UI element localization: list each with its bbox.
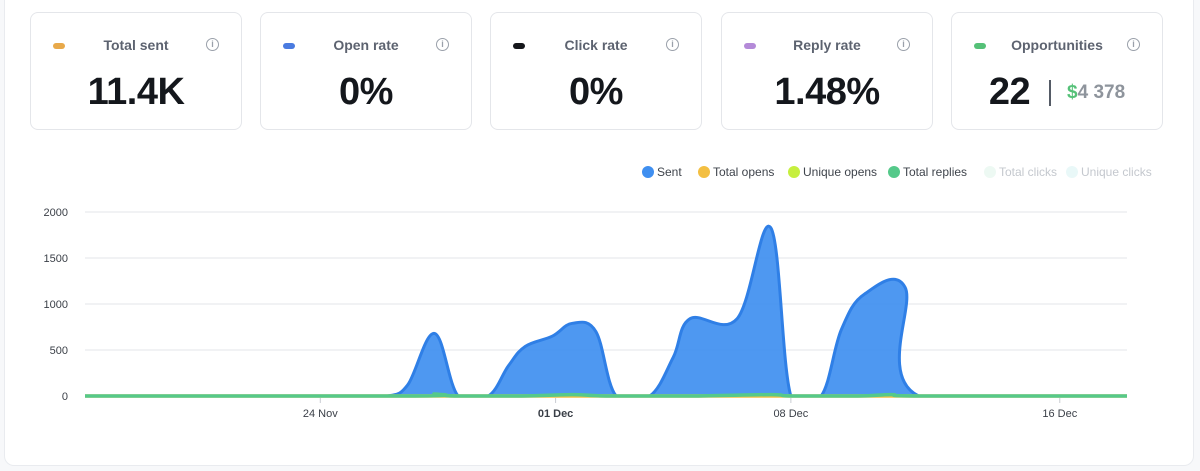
currency-symbol: $: [1067, 81, 1078, 103]
x-tick-label: 16 Dec: [1042, 408, 1077, 420]
info-icon[interactable]: i: [436, 38, 449, 51]
metric-card-reply-rate: Reply rate i 1.48%: [721, 12, 933, 130]
metric-card-open-rate: Open rate i 0%: [260, 12, 472, 130]
divider: [1048, 79, 1051, 106]
metric-value: 0%: [339, 71, 393, 113]
legend-label-total-replies[interactable]: Total replies: [903, 165, 967, 179]
series-line-total-replies[interactable]: [84, 392, 1127, 398]
metric-label: Click rate: [564, 37, 628, 53]
legend-label-unique-opens[interactable]: Unique opens: [803, 165, 877, 179]
metric-card-opportunities: Opportunities i 22 $4 378: [951, 12, 1163, 130]
info-icon[interactable]: i: [206, 38, 219, 51]
metric-label: Opportunities: [1011, 37, 1103, 53]
metric-label: Total sent: [103, 37, 169, 53]
chart-series: [84, 224, 1127, 398]
legend-marker-total-clicks[interactable]: [984, 166, 996, 178]
series-area-sent[interactable]: [85, 226, 1127, 396]
y-tick-label: 0: [62, 391, 68, 403]
metric-label: Open rate: [333, 37, 399, 53]
y-tick-label: 1000: [44, 299, 68, 311]
sent-area-chart: Sent Total opens Unique opens Total replies…: [44, 165, 1152, 420]
legend-marker-unique-opens[interactable]: [788, 166, 800, 178]
x-tick-label: 01 Dec: [538, 408, 573, 420]
metric-value: 1.48%: [774, 71, 880, 113]
metric-value: 22: [988, 71, 1031, 113]
legend-label-sent[interactable]: Sent: [657, 165, 682, 179]
reply-rate-legend-dot: [744, 43, 756, 49]
total-sent-legend-dot: [53, 43, 65, 49]
metric-card-click-rate: Click rate i 0%: [490, 12, 702, 130]
y-tick-label: 500: [50, 345, 68, 357]
y-axis: 0 500 1000 1500 2000: [44, 207, 68, 403]
chart-legend: Sent Total opens Unique opens Total replies…: [642, 165, 1152, 179]
x-axis: 24 Nov 01 Dec 08 Dec 16 Dec: [303, 398, 1078, 420]
x-tick-label: 24 Nov: [303, 408, 338, 420]
click-rate-legend-dot: [513, 43, 525, 49]
legend-marker-sent[interactable]: [642, 166, 654, 178]
series-line-sent[interactable]: [84, 224, 1127, 398]
opportunities-legend-dot: [974, 43, 986, 49]
metric-cards: Total sent i 11.4K Open rate i 0% Click …: [30, 12, 1164, 130]
metric-value: 0%: [569, 71, 623, 113]
info-icon[interactable]: i: [1127, 38, 1140, 51]
metric-card-total-sent: Total sent i 11.4K: [30, 12, 242, 130]
open-rate-legend-dot: [283, 43, 295, 49]
legend-label-unique-clicks[interactable]: Unique clicks: [1081, 165, 1152, 179]
info-icon[interactable]: i: [897, 38, 910, 51]
legend-marker-unique-clicks[interactable]: [1066, 166, 1078, 178]
opportunity-value: $4 378: [1067, 82, 1125, 104]
info-icon[interactable]: i: [666, 38, 679, 51]
y-tick-label: 1500: [44, 253, 68, 265]
legend-label-total-clicks[interactable]: Total clicks: [999, 165, 1057, 179]
opportunities-row: 22 $4 378: [952, 71, 1162, 114]
metric-label: Reply rate: [793, 37, 861, 53]
opportunity-amount: 4 378: [1077, 81, 1126, 103]
y-tick-label: 2000: [44, 207, 68, 219]
legend-marker-total-replies[interactable]: [888, 166, 900, 178]
legend-label-total-opens[interactable]: Total opens: [713, 165, 774, 179]
legend-marker-total-opens[interactable]: [698, 166, 710, 178]
metric-value: 11.4K: [87, 71, 185, 113]
x-tick-label: 08 Dec: [773, 408, 808, 420]
